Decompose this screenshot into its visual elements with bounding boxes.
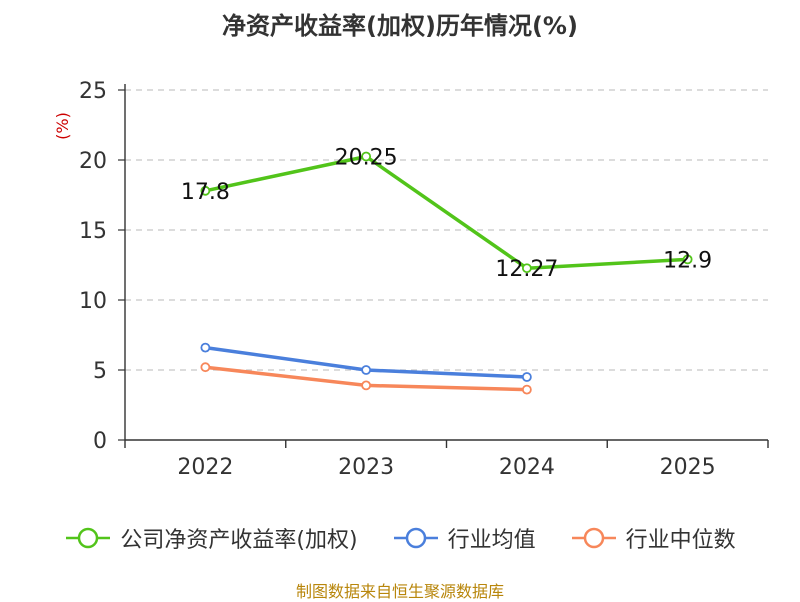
y-tick-label: 20 xyxy=(79,149,107,174)
data-point xyxy=(521,384,532,395)
data-label: 20.25 xyxy=(335,146,398,171)
x-tick-label: 2022 xyxy=(177,455,233,480)
data-point xyxy=(361,380,372,391)
x-tick-label: 2025 xyxy=(660,455,716,480)
legend-line-circle-icon xyxy=(393,527,438,549)
data-point xyxy=(200,362,211,373)
y-tick-label: 15 xyxy=(79,219,107,244)
y-tick-label: 25 xyxy=(79,79,107,104)
x-tick-label: 2024 xyxy=(499,455,555,480)
data-point xyxy=(361,151,372,162)
legend-item[interactable]: 行业中位数 xyxy=(570,522,736,554)
source-note: 制图数据来自恒生聚源数据库 xyxy=(295,582,504,601)
legend-line-circle-icon xyxy=(571,527,616,549)
legend: 公司净资产收益率(加权) 行业均值 行业中位数 xyxy=(0,518,800,558)
data-point xyxy=(361,365,372,375)
y-tick-label: 0 xyxy=(93,429,107,454)
data-point xyxy=(682,254,693,265)
y-tick-label: 5 xyxy=(93,359,107,384)
data-point xyxy=(521,372,532,382)
data-label: 12.9 xyxy=(663,248,712,273)
legend-label: 行业均值 xyxy=(447,528,536,553)
data-point xyxy=(200,185,211,196)
legend-label: 行业中位数 xyxy=(625,528,736,553)
legend-item[interactable]: 行业均值 xyxy=(392,522,536,554)
series-line-0 xyxy=(205,154,688,270)
y-tick-label: 10 xyxy=(79,289,107,314)
chart-title: 净资产收益率(加权)历年情况(%) xyxy=(222,12,578,40)
data-point xyxy=(521,263,532,274)
legend-item[interactable]: 公司净资产收益率(加权) xyxy=(64,522,358,554)
y-axis-label: (%) xyxy=(53,112,72,140)
x-tick-label: 2023 xyxy=(338,455,394,480)
data-point xyxy=(200,342,211,353)
legend-label: 公司净资产收益率(加权) xyxy=(120,528,358,553)
data-label: 17.8 xyxy=(181,180,230,205)
legend-line-circle-icon xyxy=(66,527,111,549)
data-label: 12.27 xyxy=(495,257,558,282)
